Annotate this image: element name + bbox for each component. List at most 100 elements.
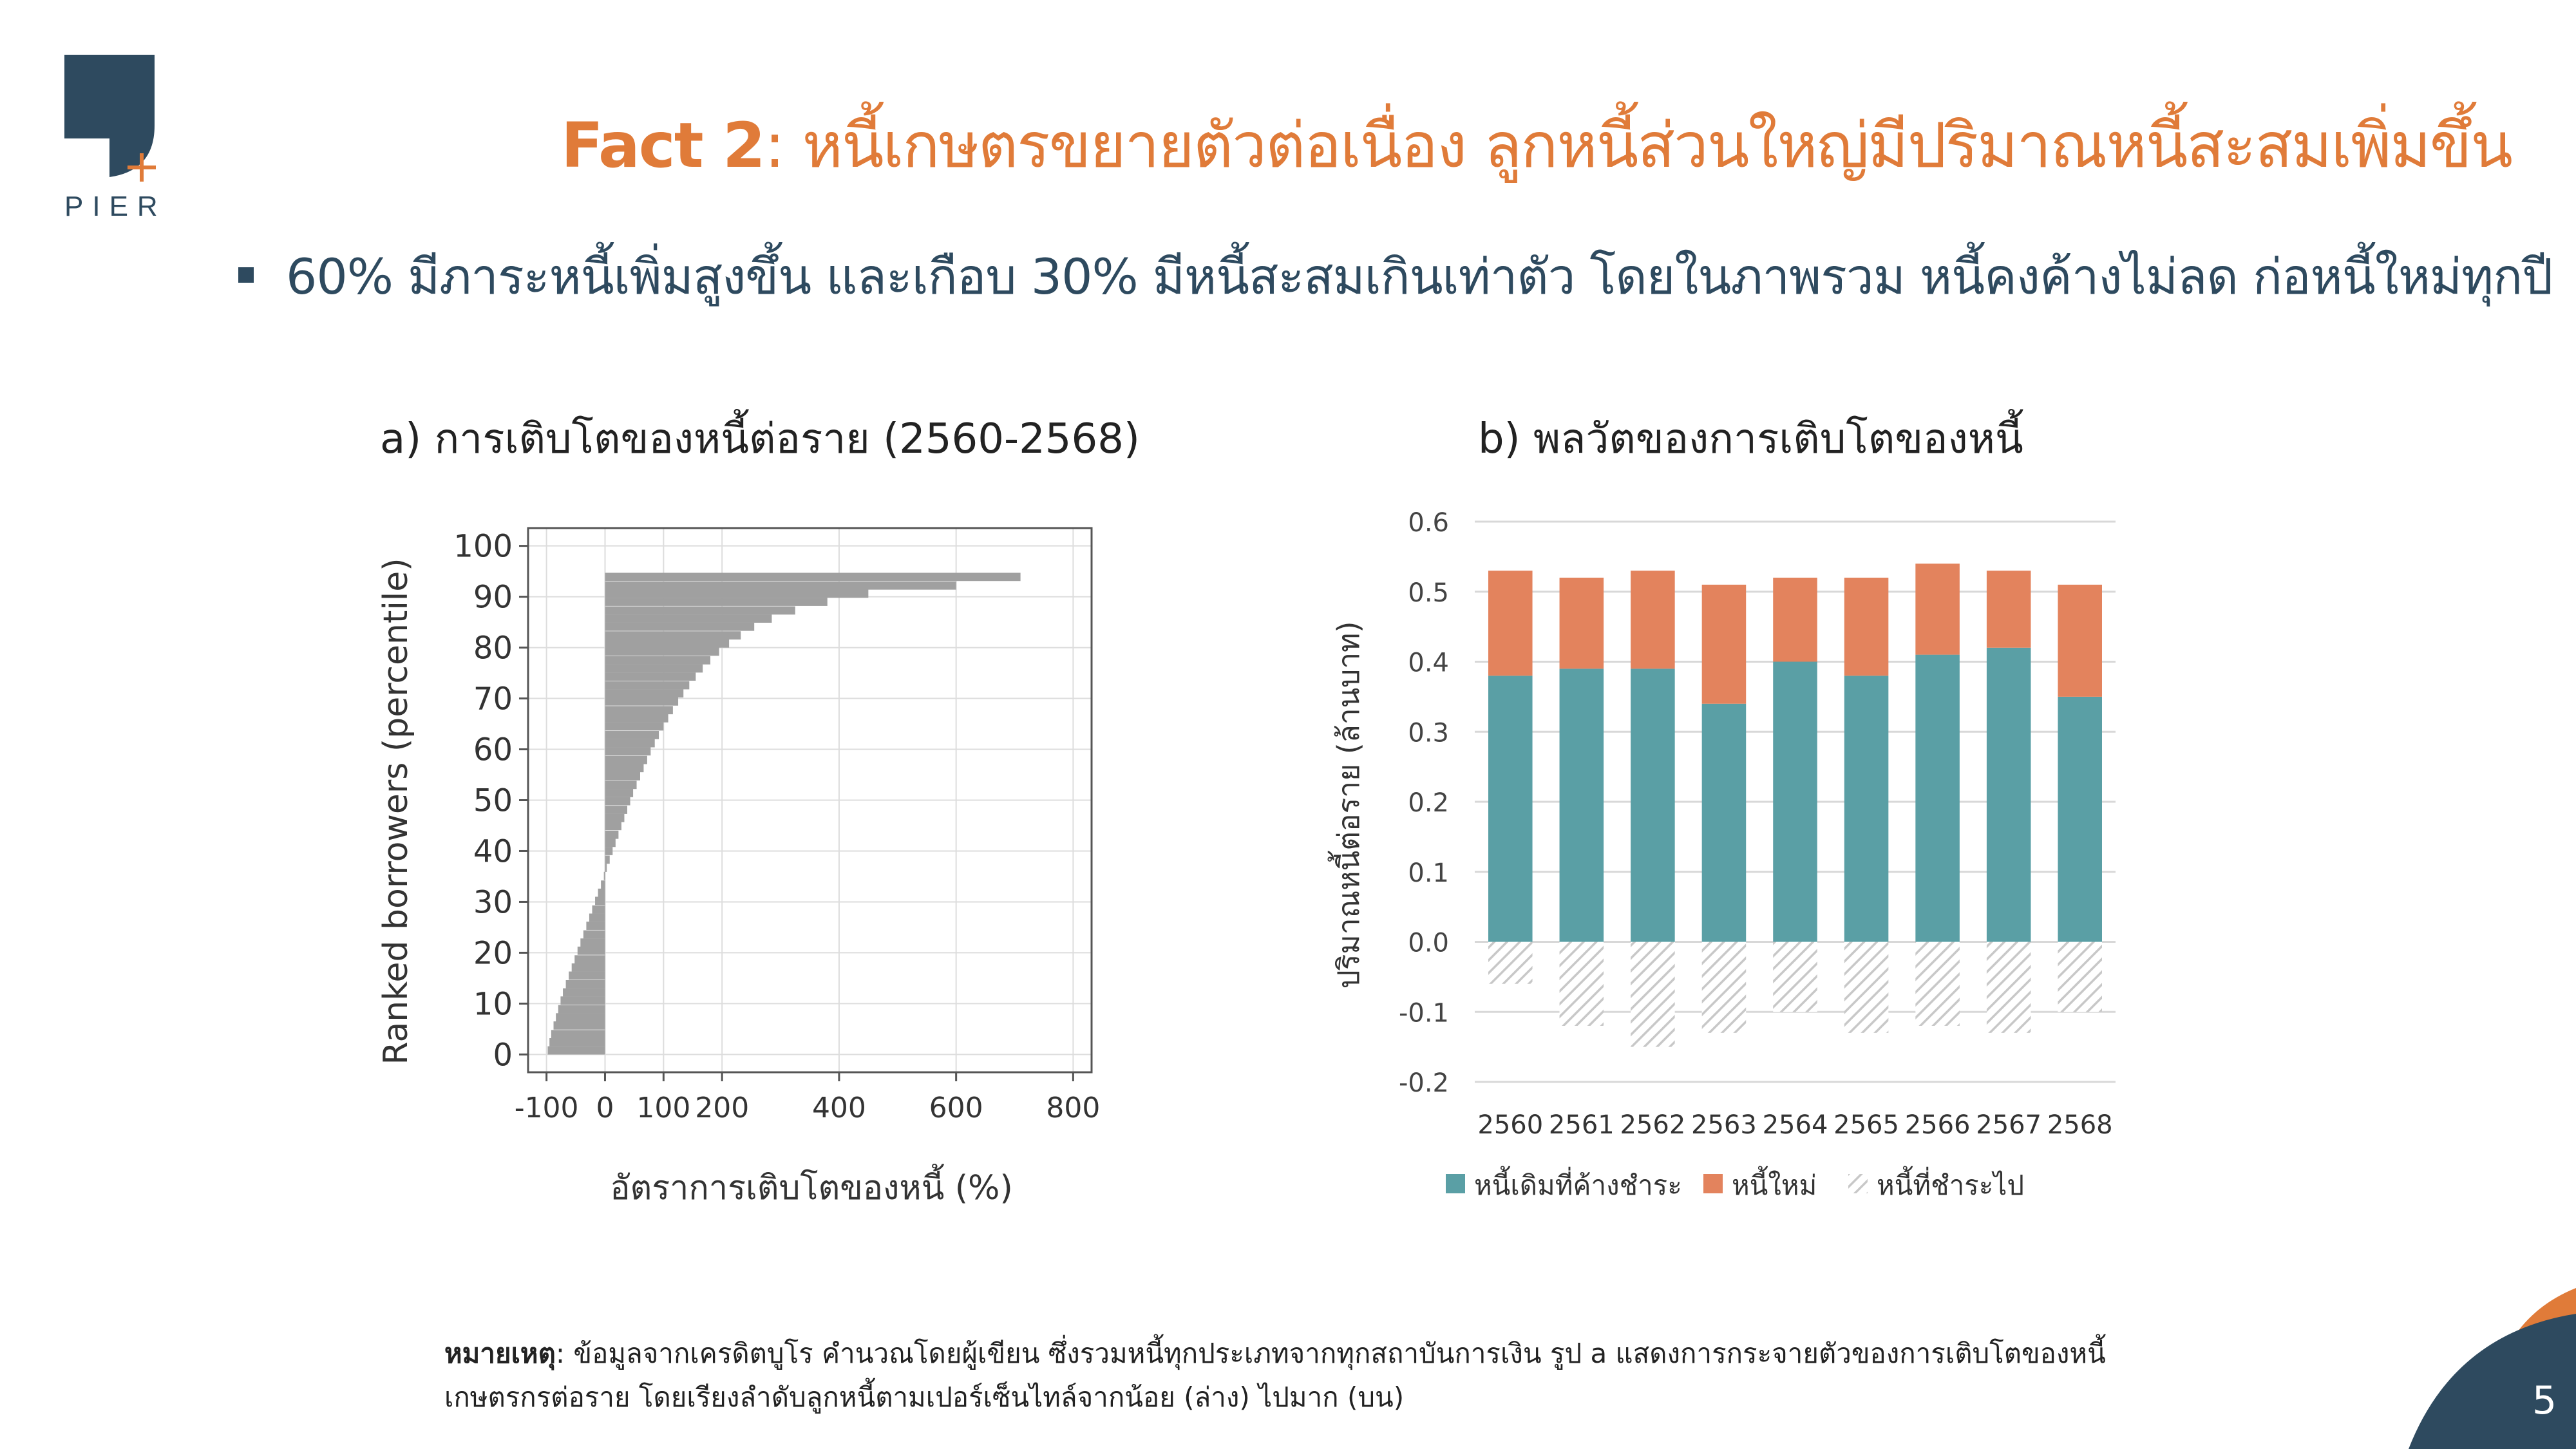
chart-a-ytick-label: 20 (473, 935, 513, 971)
chart-b-bar-repaid (1631, 942, 1675, 1047)
chart-b-xtick-label: 2566 (1905, 1110, 1971, 1140)
chart-b-bar-old-debt (1773, 661, 1817, 942)
chart-b-ytick-label: 0.3 (1408, 718, 1449, 748)
chart-a-ytick-label: 40 (473, 833, 513, 869)
chart-b-bar-repaid (1701, 942, 1747, 1033)
chart-a-bar (605, 664, 703, 673)
chart-a-bar (605, 647, 719, 656)
chart-a-ytick-label: 30 (473, 884, 513, 920)
chart-b-bar-old-debt (1701, 703, 1747, 942)
chart-b-bar-new-debt (1701, 584, 1747, 704)
chart-a-bar (586, 922, 605, 930)
chart-a-bar (577, 946, 605, 955)
chart-b-ytick-label: -0.1 (1399, 998, 1449, 1028)
chart-b-y-ticks: -0.2 -0.1 0.0 0.1 0.2 0.3 0.4 0.5 0.6 (1399, 508, 1449, 1098)
chart-a-bar (605, 789, 634, 797)
chart-b-bar-new-debt (1844, 578, 1889, 676)
chart-b-legend-label-0: หนี้เดิมที่ค้างชำระ (1474, 1166, 1682, 1201)
chart-a-bar (605, 706, 673, 715)
chart-a-ytick-label: 10 (473, 986, 513, 1022)
chart-a-bar (605, 838, 616, 848)
chart-a-bar (605, 797, 630, 806)
chart-a-x-ticks: -100 0 100 200 400 600 800 (515, 1072, 1100, 1124)
chart-a-xlabel: อัตราการเติบโตของหนี้ (%) (610, 1164, 1013, 1208)
chart-a-bar (605, 731, 659, 739)
chart-a-bar (551, 1030, 605, 1039)
footnote-line-1: หมายเหตุ: ข้อมูลจากเครดิตบูโร คำนวณโดยผู… (444, 1332, 2119, 1376)
slide-title: Fact 2: หนี้เกษตรขยายตัวต่อเนื่อง ลูกหนี… (561, 97, 2513, 194)
chart-b-legend-swatch-1 (1703, 1174, 1723, 1193)
chart-b-ytick-label: 0.1 (1408, 858, 1449, 888)
chart-a-bar (605, 614, 772, 623)
chart-b-x-ticks: 2560 2561 2562 2563 2564 2565 2566 2567 2568 (1477, 1110, 2112, 1140)
chart-b-bar-repaid (2058, 942, 2102, 1012)
chart-a-xtick-label: 400 (812, 1092, 866, 1124)
title-fact: Fact 2 (561, 109, 766, 182)
chart-b-legend-label-1: หนี้ใหม่ (1732, 1166, 1817, 1201)
chart-a-bar (558, 1005, 605, 1014)
chart-a-bar (605, 739, 655, 748)
chart-a-bar (605, 855, 610, 864)
pier-logo: PIER (64, 55, 158, 222)
chart-a-bar (605, 747, 651, 756)
chart-a-bar (549, 1038, 605, 1046)
chart-b-title: b) พลวัตของการเติบโตของหนี้ (1478, 415, 2023, 463)
chart-b-bar-old-debt (1844, 676, 1889, 942)
chart-b-ytick-label: 0.2 (1408, 788, 1449, 818)
chart-b-bar-new-debt (1915, 564, 1960, 655)
chart-a-xtick-label: 0 (596, 1092, 614, 1124)
bullet-point: 60% มีภาระหนี้เพิ่มสูงขึ้น และเกือบ 30% … (238, 238, 2553, 316)
chart-a-ytick-label: 70 (473, 681, 513, 717)
chart-a-bar (605, 764, 644, 773)
chart-a-bar (574, 955, 605, 964)
chart-a-bar (583, 930, 605, 939)
corner-navy-wave (2409, 1314, 2576, 1449)
chart-b-bar-new-debt (1986, 571, 2031, 648)
chart-b-xtick-label: 2561 (1549, 1110, 1615, 1140)
chart-b-bar-repaid (1844, 942, 1889, 1033)
chart-a-bar (605, 606, 795, 615)
chart-a-bar (556, 1013, 605, 1022)
chart-a-bar (605, 689, 684, 698)
chart-a-bar (547, 1046, 605, 1055)
chart-a-bar (603, 871, 605, 880)
chart-b-ytick-label: 0.0 (1408, 929, 1449, 958)
chart-b-xtick-label: 2565 (1833, 1110, 1899, 1140)
chart-a-ytick-label: 50 (473, 783, 513, 819)
chart-b-bars (1488, 564, 2102, 1047)
chart-b-bar-repaid (1559, 942, 1604, 1026)
chart-b-bar-repaid (1986, 942, 2031, 1033)
chart-a-bar (595, 896, 605, 905)
chart-b-xtick-label: 2568 (2047, 1110, 2113, 1140)
chart-b-ylabel: ปริมาณหนี้ต่อราย (ล้านบาท) (1327, 621, 1366, 989)
chart-b-bar-new-debt (1631, 571, 1675, 669)
chart-b-ytick-label: 0.6 (1408, 508, 1449, 538)
chart-a-xtick-label: 800 (1046, 1092, 1100, 1124)
chart-b-bar-old-debt (2058, 696, 2102, 942)
chart-b-bar-old-debt (1488, 676, 1533, 942)
chart-b-xtick-label: 2564 (1763, 1110, 1828, 1140)
chart-b-ytick-label: 0.5 (1408, 578, 1449, 608)
footnote: หมายเหตุ: ข้อมูลจากเครดิตบูโร คำนวณโดยผู… (444, 1332, 2119, 1419)
chart-a-bar (605, 830, 619, 839)
chart-b-legend: หนี้เดิมที่ค้างชำระ หนี้ใหม่ หนี้ที่ชำระไป (1446, 1166, 2024, 1201)
footnote-text-1: : ข้อมูลจากเครดิตบูโร คำนวณโดยผู้เขียน ซ… (555, 1338, 2106, 1369)
bullet-text: 60% มีภาระหนี้เพิ่มสูงขึ้น และเกือบ 30% … (286, 248, 2553, 305)
footnote-line-2: เกษตรกรต่อราย โดยเรียงลำดับลูกหนี้ตามเปอ… (444, 1381, 1405, 1413)
chart-a-ytick-label: 100 (453, 529, 513, 565)
chart-b-bar-new-debt (1559, 578, 1604, 669)
chart-b: -0.2-0.10.00.10.20.30.40.50.6 2560 2561 25… (1327, 508, 2116, 1201)
chart-a-xtick-label: 600 (929, 1092, 983, 1124)
title-text: : หนี้เกษตรขยายตัวต่อเนื่อง ลูกหนี้ส่วนใ… (764, 109, 2513, 182)
chart-a-ytick-label: 60 (473, 732, 513, 768)
chart-b-xtick-label: 2562 (1620, 1110, 1685, 1140)
chart-a-bar (605, 581, 956, 590)
chart-a-title: a) การเติบโตของหนี้ต่อราย (2560-2568) (380, 415, 1140, 463)
chart-a-bar (601, 880, 605, 889)
corner-decoration (2409, 1288, 2576, 1449)
logo-mark (64, 55, 155, 177)
chart-a-bar (605, 714, 668, 723)
chart-b-bar-old-debt (1986, 647, 2031, 942)
chart-b-ytick-label: 0.4 (1408, 649, 1449, 678)
chart-a-ytick-label: 80 (473, 630, 513, 667)
